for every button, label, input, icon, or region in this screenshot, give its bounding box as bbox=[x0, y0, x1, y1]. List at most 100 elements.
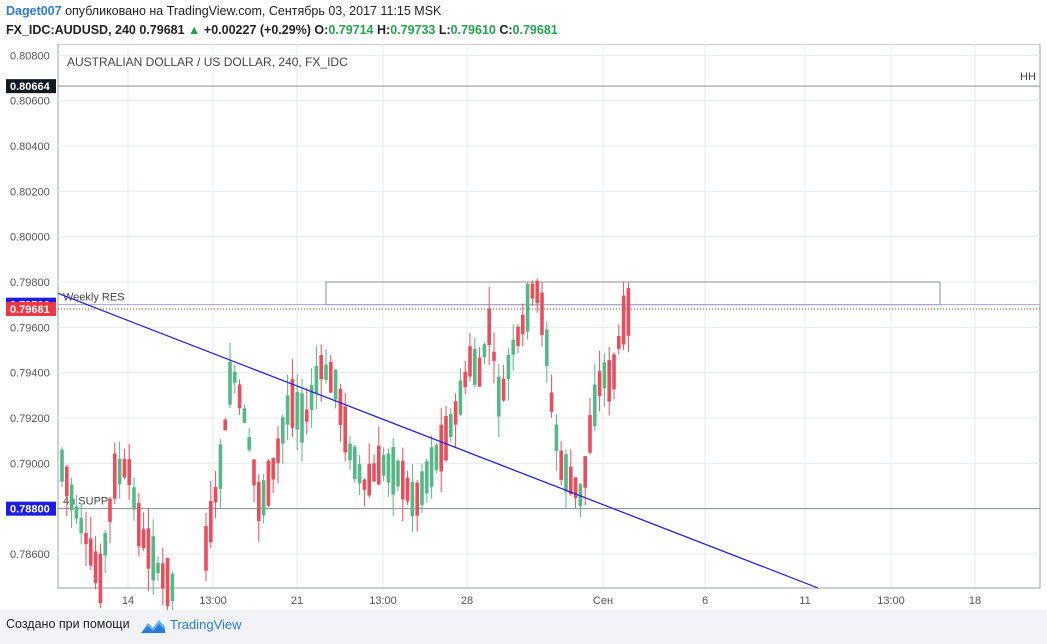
candle-body bbox=[281, 417, 285, 444]
candle-body bbox=[468, 346, 472, 377]
candle-body bbox=[204, 526, 208, 571]
candle-body bbox=[621, 295, 626, 345]
candle-body bbox=[295, 391, 299, 430]
candles-layer bbox=[60, 278, 631, 612]
candle-body bbox=[463, 371, 467, 388]
candle-body bbox=[549, 392, 554, 412]
candle-body bbox=[501, 378, 506, 401]
publish-text: опубликовано на TradingView.com, Сентябр… bbox=[65, 4, 442, 18]
tradingview-logo-icon bbox=[141, 620, 165, 633]
candle-body bbox=[223, 419, 227, 431]
candle-body bbox=[108, 498, 112, 522]
plot-frame bbox=[57, 44, 1041, 589]
candle-body bbox=[511, 339, 515, 355]
candle-body bbox=[602, 362, 607, 389]
candle-body bbox=[525, 284, 530, 332]
ohlc-value: 0.79714 bbox=[328, 23, 377, 37]
last-price-badge-bg bbox=[6, 301, 56, 316]
candle-body bbox=[372, 463, 376, 482]
candle-body bbox=[89, 538, 93, 566]
chart-title: AUSTRALIAN DOLLAR / US DOLLAR, 240, FX_I… bbox=[67, 55, 348, 69]
price-change: +0.00227 (+0.29%) bbox=[203, 23, 311, 37]
candle-body bbox=[597, 371, 602, 396]
candle-body bbox=[429, 447, 434, 487]
candle-body bbox=[151, 536, 155, 581]
level-label: Weekly RES bbox=[63, 292, 125, 304]
candle-body bbox=[578, 483, 583, 506]
candle-body bbox=[305, 409, 309, 422]
ohlc-value: 0.79681 bbox=[512, 23, 558, 37]
last-price: 0.79681 bbox=[139, 23, 185, 37]
candle-body bbox=[420, 471, 424, 506]
candle-body bbox=[425, 461, 429, 494]
chart-area[interactable]: 0.80800 0.80600 0.80400 0.80200 0.80000 0.798… bbox=[0, 44, 1047, 612]
x-tick-label: 6 bbox=[702, 595, 708, 607]
candle-body bbox=[98, 553, 103, 603]
footer: Создано при помощи TradingView bbox=[0, 610, 1047, 644]
candle-body bbox=[583, 456, 587, 488]
candle-body bbox=[319, 355, 323, 380]
candle-body bbox=[607, 360, 611, 402]
x-tick-label: Сен bbox=[593, 595, 613, 607]
candle-body bbox=[242, 408, 247, 423]
candle-body bbox=[612, 354, 616, 390]
publish-info: Daget007 опубликовано на TradingView.com… bbox=[6, 4, 441, 18]
y-tick-label: 0.79400 bbox=[10, 368, 50, 380]
author-link[interactable]: Daget007 bbox=[6, 4, 62, 18]
candle-body bbox=[333, 369, 338, 400]
level-label: HH bbox=[1020, 71, 1036, 83]
ohlc-label: H: bbox=[376, 23, 391, 37]
candle-body bbox=[348, 443, 352, 461]
candle-body bbox=[122, 459, 127, 478]
candle-body bbox=[285, 395, 290, 425]
candle-body bbox=[482, 344, 487, 358]
candle-body bbox=[516, 326, 520, 346]
x-tick-label: 13:00 bbox=[877, 595, 905, 607]
candle-body bbox=[213, 487, 218, 503]
candle-body bbox=[405, 477, 410, 502]
candle-body bbox=[276, 438, 280, 463]
candle-body bbox=[540, 292, 544, 335]
candle-body bbox=[146, 528, 151, 569]
tradingview-brand[interactable]: TradingView bbox=[170, 617, 242, 632]
candle-body bbox=[156, 563, 160, 574]
candle-body bbox=[381, 455, 386, 476]
created-with-text: Создано при помощи bbox=[6, 617, 130, 631]
chart-header: Daget007 опубликовано на TradingView.com… bbox=[0, 0, 1047, 44]
ohlc-value: 0.79733 bbox=[390, 23, 439, 37]
y-tick-label: 0.80600 bbox=[10, 96, 50, 108]
candle-body bbox=[377, 445, 381, 485]
candle-body bbox=[626, 288, 631, 336]
candle-body bbox=[314, 365, 319, 394]
candle-body bbox=[60, 449, 64, 482]
price-chart[interactable]: 0.80800 0.80600 0.80400 0.80200 0.80000 0.798… bbox=[0, 44, 1047, 612]
ohlc-label: C: bbox=[499, 23, 513, 37]
candle-body bbox=[79, 517, 83, 534]
hh-axis-badge: 0.80664 bbox=[10, 81, 51, 93]
candle-body bbox=[545, 329, 549, 366]
candle-body bbox=[506, 354, 511, 380]
candle-body bbox=[69, 484, 74, 511]
x-tick-label: 11 bbox=[799, 595, 810, 607]
candle-body bbox=[247, 437, 251, 450]
y-tick-label: 0.80200 bbox=[10, 186, 50, 198]
candle-body bbox=[487, 308, 491, 346]
y-tick-label: 0.78600 bbox=[10, 549, 50, 561]
candle-body bbox=[343, 406, 347, 453]
candle-body bbox=[309, 385, 314, 411]
trendline bbox=[57, 292, 819, 589]
last-price-badge: 0.79681 bbox=[10, 304, 50, 316]
candle-body bbox=[93, 551, 98, 583]
candle-body bbox=[362, 479, 367, 490]
candle-body bbox=[261, 480, 266, 516]
candle-body bbox=[170, 574, 175, 602]
candle-body bbox=[132, 487, 136, 510]
candle-body bbox=[357, 464, 362, 484]
candle-body bbox=[391, 446, 395, 495]
candle-body bbox=[228, 361, 232, 405]
candle-body bbox=[113, 453, 117, 499]
x-tick-label: 13:00 bbox=[369, 595, 397, 607]
candle-body bbox=[449, 413, 453, 438]
candle-body bbox=[117, 458, 122, 485]
level-label: 4h SUPP bbox=[63, 496, 108, 508]
